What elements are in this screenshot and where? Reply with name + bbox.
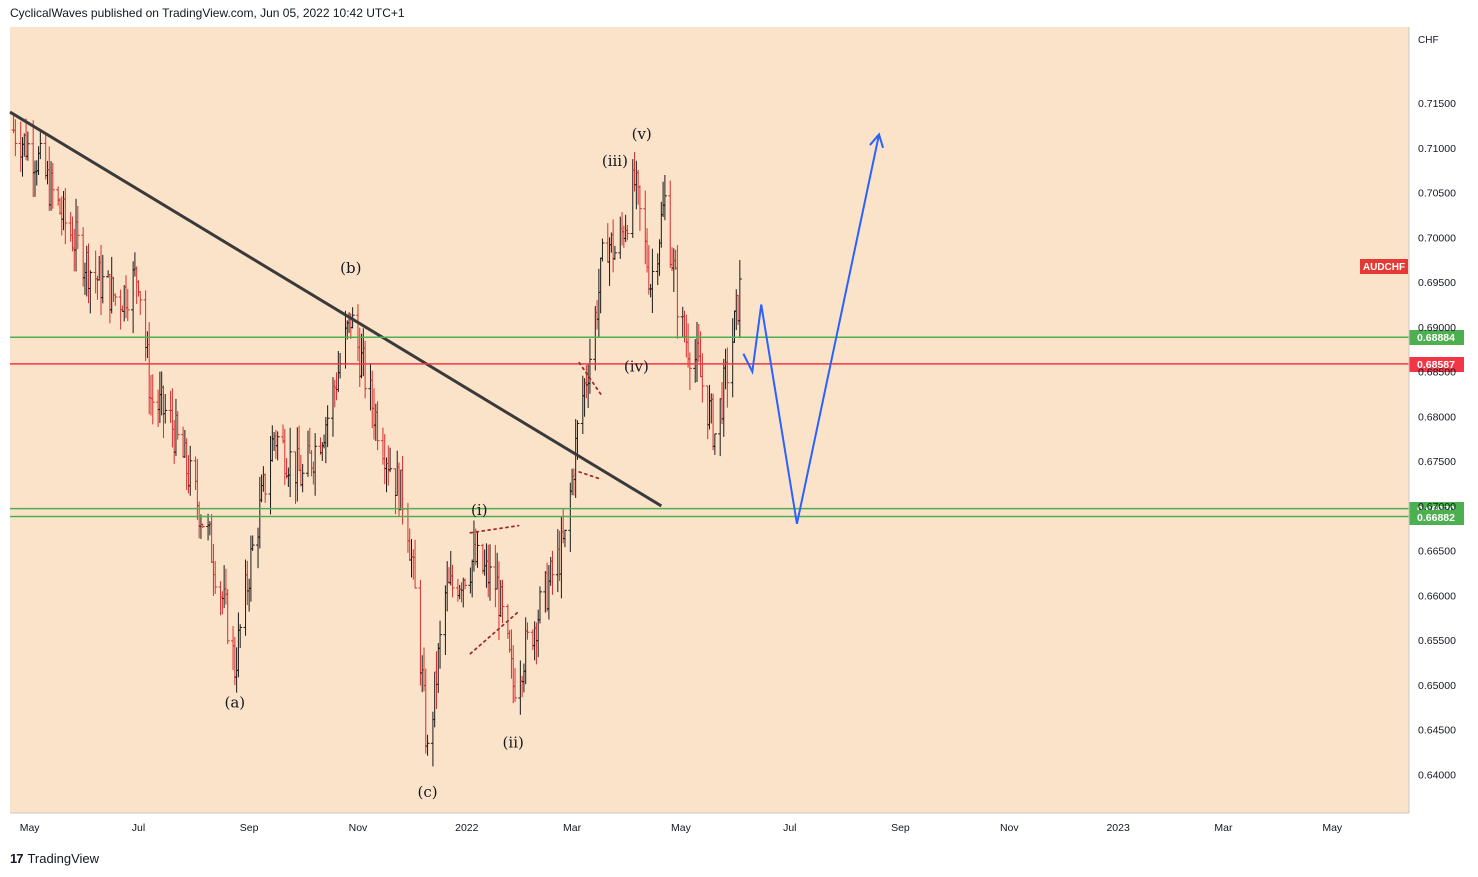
time-tick-label: Mar [563,822,582,834]
price-tick-label: 0.65000 [1418,680,1456,692]
triangle-line [469,524,520,534]
price-tick-label: 0.65500 [1418,635,1456,647]
price-tick-label: 0.70000 [1418,232,1456,244]
ohlc-bars [11,115,742,767]
wave-label: (v) [632,125,652,143]
level-badge [1409,330,1464,345]
time-tick-label: Nov [349,822,368,834]
time-tick-label: May [671,822,692,834]
tradingview-footer[interactable]: 17 TradingView [10,851,99,866]
price-tick-label: 0.68000 [1418,411,1456,423]
wave-label: (ii) [503,734,524,752]
price-tick-label: 0.71500 [1418,98,1456,110]
time-axis[interactable]: May Jul Sep Nov 2022 Mar May Jul Sep Nov 2023 Mar Ma… [10,812,1409,834]
trendline-segment [9,110,663,508]
time-tick-label: 2022 [455,822,479,834]
triangle-line [469,610,520,655]
wave-label: (b) [340,259,361,277]
time-tick-label: May [20,822,41,834]
level-badge-label: 0.68587 [1417,359,1455,371]
price-tick-label: 0.70500 [1418,188,1456,200]
price-tick-label: 0.69500 [1418,277,1456,289]
wave-label: (i) [471,501,488,519]
price-tick-label: 0.64000 [1418,770,1456,782]
projection-path[interactable] [742,132,885,525]
price-tick-label: 0.68500 [1418,367,1456,379]
symbol-badge-bg [1360,259,1408,274]
time-tick-label: Jul [783,822,796,834]
time-tick-label: Nov [1000,822,1019,834]
time-tick-label: Jul [132,822,145,834]
level-badge [1409,357,1464,372]
triangle-line [578,471,602,480]
time-tick-label: 2023 [1106,822,1130,834]
footer-brand: TradingView [27,851,100,866]
price-tick-label: 0.66000 [1418,590,1456,602]
wave-label: (a) [225,693,246,711]
wave-label: (iv) [624,358,649,376]
projection-arrowhead [869,132,885,149]
time-tick-label: Sep [240,822,259,834]
price-tick-label: 0.67000 [1418,501,1456,513]
currency-label: CHF [1418,35,1439,46]
descending-trendline[interactable] [9,110,663,508]
wave-labels: (a) (b) (c) (i) (ii) (iii) (iv) (v) [225,125,652,801]
wave-label: (iii) [602,152,628,170]
price-axis[interactable]: CHF 0.71500 0.71000 0.70500 0.70000 0.69500 0… [1408,27,1456,813]
symbol-badge-label: AUDCHF [1363,262,1405,273]
price-tick-label: 0.69000 [1418,322,1456,334]
price-tick-label: 0.67500 [1418,456,1456,468]
price-tick-label: 0.66500 [1418,546,1456,558]
projection-line [742,134,881,525]
level-badge-label: 0.66882 [1417,512,1455,524]
triangle-line [578,361,602,395]
time-tick-label: Sep [891,822,910,834]
triangle-patterns [469,361,602,655]
level-badge [1409,510,1464,525]
price-tick-label: 0.71000 [1418,143,1456,155]
price-tick-label: 0.64500 [1418,725,1456,737]
time-tick-label: Mar [1214,822,1233,834]
publisher-caption: CyclicalWaves published on TradingView.c… [10,6,405,20]
wave-label: (c) [418,783,438,801]
symbol-badge: AUDCHF [1360,259,1408,274]
time-tick-label: May [1322,822,1343,834]
tradingview-logo-icon: 17 [10,851,24,866]
level-badge-label: 0.68884 [1417,332,1455,344]
